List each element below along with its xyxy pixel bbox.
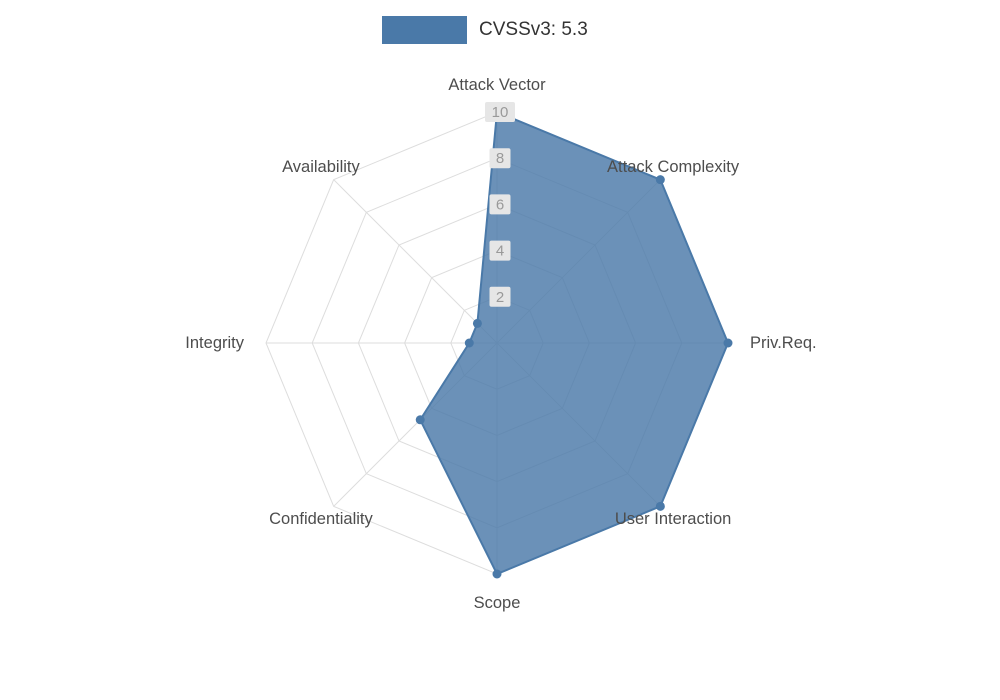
radar-axis-label-availability: Availability [282,158,360,176]
radar-series-point [655,175,665,185]
radar-tick-label-bg [489,286,511,307]
radar-axis-label-confidentiality: Confidentiality [269,510,373,528]
radar-axis-label-scope: Scope [474,594,521,612]
radar-series-point [464,338,474,348]
radar-series-point [723,338,733,348]
radar-tick-label-bg [489,148,511,169]
radar-series-point [415,415,425,425]
radar-axis-label-integrity: Integrity [185,334,244,352]
radar-tick-label: 4 [496,243,504,260]
radar-axis-label-attack-complexity: Attack Complexity [607,158,740,176]
radar-tick-label-bg [489,194,511,215]
radar-tick-label: 8 [496,150,504,167]
radar-series-point [655,501,665,511]
radar-tick-label-bg [489,240,511,261]
radar-grid-spoke [333,179,498,344]
radar-tick-label: 10 [492,104,509,121]
radar-tick-label: 2 [496,289,504,306]
legend[interactable]: CVSSv3: 5.3 [382,16,588,44]
radar-series-point [472,318,482,328]
radar-series-point [492,569,502,579]
radar-axis-label-priv-req: Priv.Req. [750,334,817,352]
radar-tick-label: 6 [496,196,504,213]
radar-axis-label-attack-vector: Attack Vector [448,76,546,94]
radar-axis-label-user-interaction: User Interaction [615,510,731,528]
legend-label-cvssv3[interactable]: CVSSv3: 5.3 [479,19,588,40]
legend-swatch-cvssv3[interactable] [382,16,467,44]
radar-tick-label-bg [485,102,515,122]
